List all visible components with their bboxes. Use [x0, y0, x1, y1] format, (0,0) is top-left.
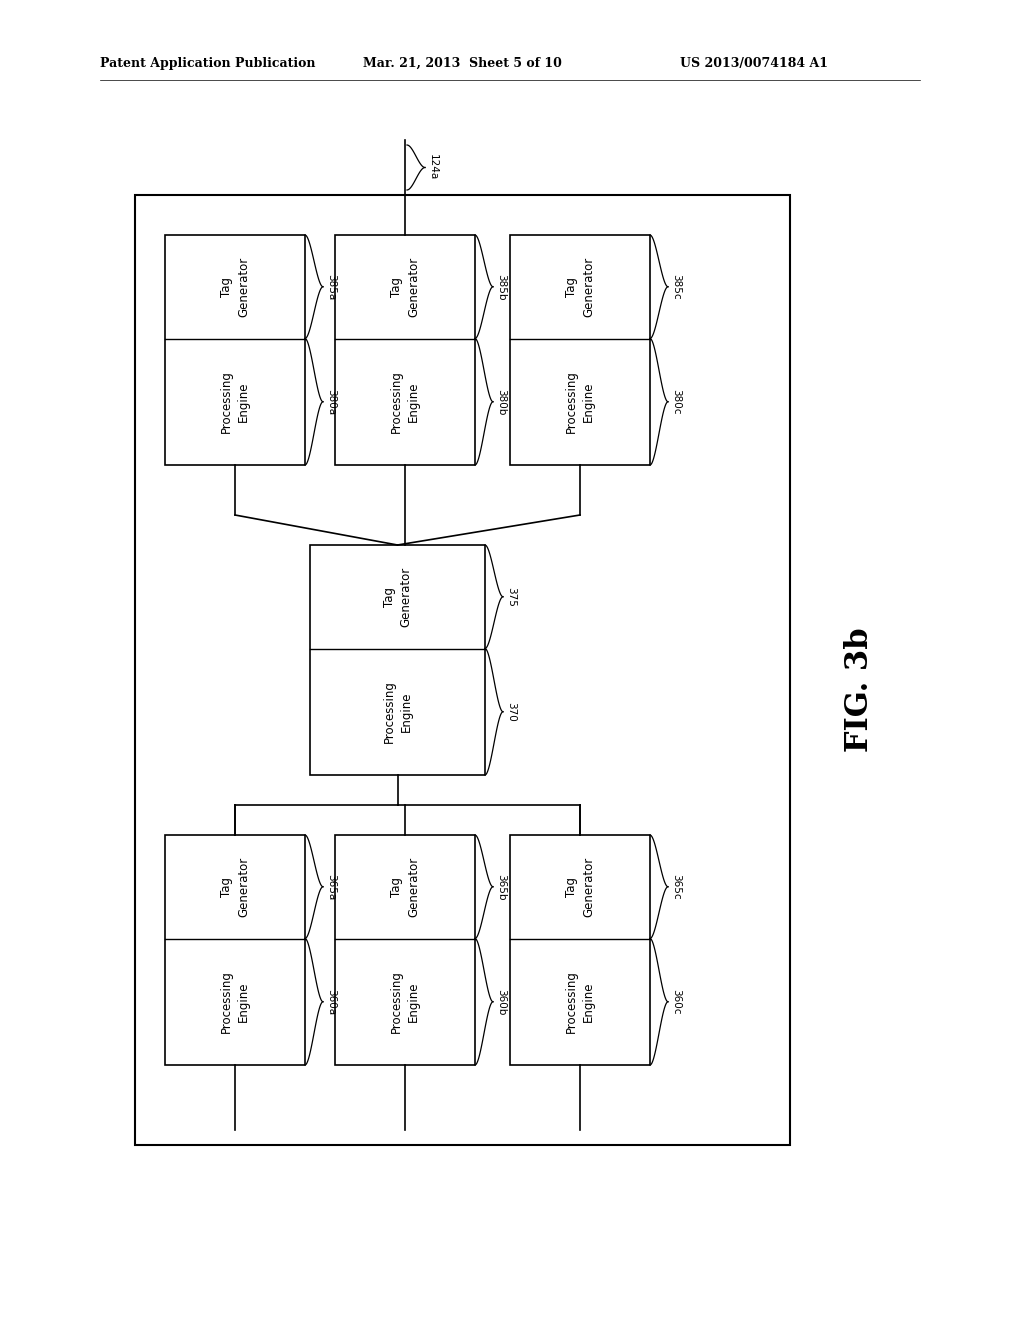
- Text: Tag
Generator: Tag Generator: [390, 256, 420, 317]
- Text: Processing
Engine: Processing Engine: [390, 970, 420, 1034]
- Text: US 2013/0074184 A1: US 2013/0074184 A1: [680, 57, 828, 70]
- Text: 385c: 385c: [671, 275, 681, 300]
- Text: 385b: 385b: [496, 273, 506, 300]
- Text: Processing
Engine: Processing Engine: [220, 970, 250, 1034]
- Text: 380c: 380c: [671, 389, 681, 414]
- Text: Processing
Engine: Processing Engine: [390, 371, 420, 433]
- Bar: [335, 836, 475, 1065]
- Text: Tag
Generator: Tag Generator: [220, 256, 250, 317]
- Text: 124a: 124a: [428, 154, 438, 181]
- Bar: [510, 836, 650, 1065]
- Text: Tag
Generator: Tag Generator: [565, 256, 595, 317]
- Text: 365b: 365b: [496, 874, 506, 900]
- Text: Tag
Generator: Tag Generator: [383, 566, 413, 627]
- Text: 360a: 360a: [326, 989, 336, 1015]
- Bar: [510, 235, 650, 465]
- Text: Processing
Engine: Processing Engine: [565, 970, 595, 1034]
- Bar: [335, 235, 475, 465]
- Text: Processing
Engine: Processing Engine: [565, 371, 595, 433]
- Text: FIG. 3b: FIG. 3b: [845, 628, 876, 752]
- Text: 370: 370: [506, 702, 516, 722]
- Text: 385a: 385a: [326, 273, 336, 300]
- Bar: [310, 545, 485, 775]
- Text: Tag
Generator: Tag Generator: [565, 857, 595, 917]
- Text: Mar. 21, 2013  Sheet 5 of 10: Mar. 21, 2013 Sheet 5 of 10: [362, 57, 562, 70]
- Text: 360b: 360b: [496, 989, 506, 1015]
- Bar: [165, 836, 305, 1065]
- Text: 360c: 360c: [671, 989, 681, 1015]
- Text: Processing
Engine: Processing Engine: [220, 371, 250, 433]
- Text: 375: 375: [506, 587, 516, 607]
- Text: 380b: 380b: [496, 388, 506, 414]
- Text: Processing
Engine: Processing Engine: [383, 680, 413, 743]
- Bar: [165, 235, 305, 465]
- Text: 365a: 365a: [326, 874, 336, 900]
- Text: Tag
Generator: Tag Generator: [390, 857, 420, 917]
- Text: Patent Application Publication: Patent Application Publication: [100, 57, 315, 70]
- Text: 380a: 380a: [326, 388, 336, 414]
- Bar: [135, 195, 790, 1144]
- Text: Tag
Generator: Tag Generator: [220, 857, 250, 917]
- Text: 365c: 365c: [671, 874, 681, 899]
